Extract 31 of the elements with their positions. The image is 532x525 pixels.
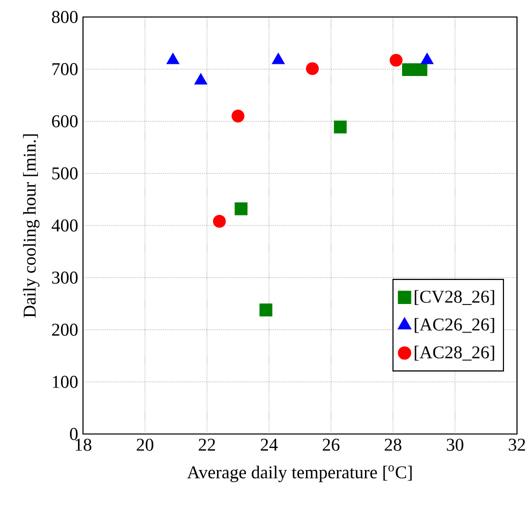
y-tick-label: 400 <box>52 219 78 232</box>
x-tick-label: 26 <box>322 438 340 451</box>
x-tick-label: 30 <box>446 438 464 451</box>
y-tick-label: 300 <box>52 272 78 284</box>
point <box>232 110 244 122</box>
y-tick-label: 0 <box>70 428 78 440</box>
legend-label: [CV28_26] <box>414 290 494 306</box>
x-tick-label: 22 <box>198 438 216 451</box>
x-tick-label: 18 <box>76 438 92 451</box>
x-tick-label: 28 <box>384 438 402 451</box>
point <box>212 214 226 228</box>
point <box>234 202 248 216</box>
point <box>334 120 347 134</box>
legend-label: [AC26_26] <box>414 318 494 333</box>
point <box>390 54 403 67</box>
y-tick-label: 600 <box>52 115 78 128</box>
y-tick-label: 500 <box>52 167 78 180</box>
y-tick-label: 800 <box>52 10 78 24</box>
x-axis-title: Average daily temperature [$^{o}$C] <box>187 465 412 482</box>
point <box>414 63 428 76</box>
y-axis-title: Daily cooling hour [min.] <box>23 134 40 318</box>
legend-label: [AC28_26] <box>414 346 494 361</box>
point <box>306 62 319 76</box>
y-tick-label: 700 <box>52 63 78 76</box>
x-tick-label: 32 <box>508 438 526 451</box>
point <box>259 304 272 316</box>
y-tick-label: 100 <box>52 376 78 388</box>
y-tick-label: 200 <box>52 324 78 336</box>
x-tick-label: 24 <box>260 438 278 451</box>
point <box>402 63 415 76</box>
x-tick-label: 20 <box>136 438 154 451</box>
